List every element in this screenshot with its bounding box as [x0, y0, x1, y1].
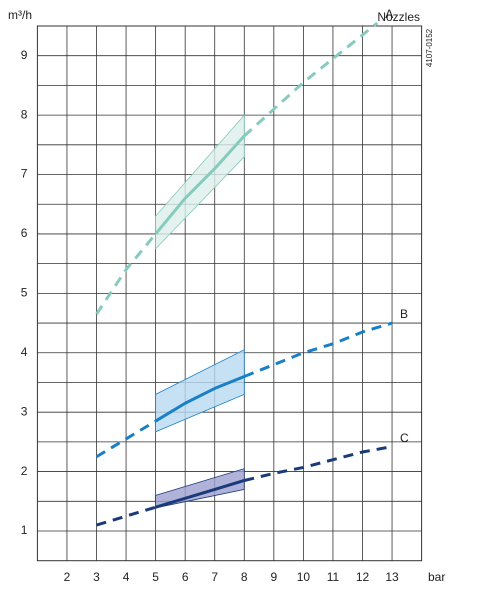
x-tick-label: 2	[64, 570, 71, 584]
x-tick-label: 9	[270, 570, 277, 584]
y-tick-label: 5	[21, 286, 28, 300]
x-tick-label: 5	[152, 570, 159, 584]
range-band	[155, 349, 245, 433]
x-tick-label: 4	[123, 570, 130, 584]
x-tick-label: 12	[356, 570, 370, 584]
y-tick-label: 4	[21, 345, 28, 359]
line-dashed	[243, 445, 393, 482]
y-tick-label: 1	[21, 523, 28, 537]
x-tick-label: 11	[327, 570, 340, 584]
y-tick-label: 9	[21, 48, 28, 62]
range-band	[155, 468, 245, 509]
line-solid	[155, 479, 245, 509]
y-tick-label: 6	[21, 226, 28, 240]
x-tick-label: 13	[385, 570, 399, 584]
x-tick-label: 7	[211, 570, 218, 584]
y-tick-label: 8	[21, 107, 28, 121]
line-solid	[154, 134, 246, 235]
line-dashed	[243, 321, 393, 378]
y-tick-label: 3	[21, 404, 28, 418]
line-solid	[154, 375, 245, 423]
y-axis-label: m³/h	[8, 8, 32, 22]
legend-title: Nozzles	[377, 10, 420, 24]
line-dashed	[95, 232, 157, 315]
x-tick-label: 3	[93, 570, 100, 584]
x-tick-label: 8	[241, 570, 248, 584]
x-axis-label: bar	[428, 570, 445, 584]
line-dashed	[243, 21, 379, 138]
plot-border	[36, 25, 423, 562]
series-label: B	[400, 307, 408, 321]
y-tick-label: 2	[21, 464, 28, 478]
x-tick-label: 10	[297, 570, 311, 584]
line-dashed	[96, 505, 157, 527]
y-tick-label: 7	[21, 167, 28, 181]
series-label: C	[400, 431, 409, 445]
x-tick-label: 6	[182, 570, 189, 584]
series-label: A	[385, 7, 393, 21]
figure-id: 4107-0152	[425, 28, 434, 67]
line-dashed	[95, 419, 157, 459]
